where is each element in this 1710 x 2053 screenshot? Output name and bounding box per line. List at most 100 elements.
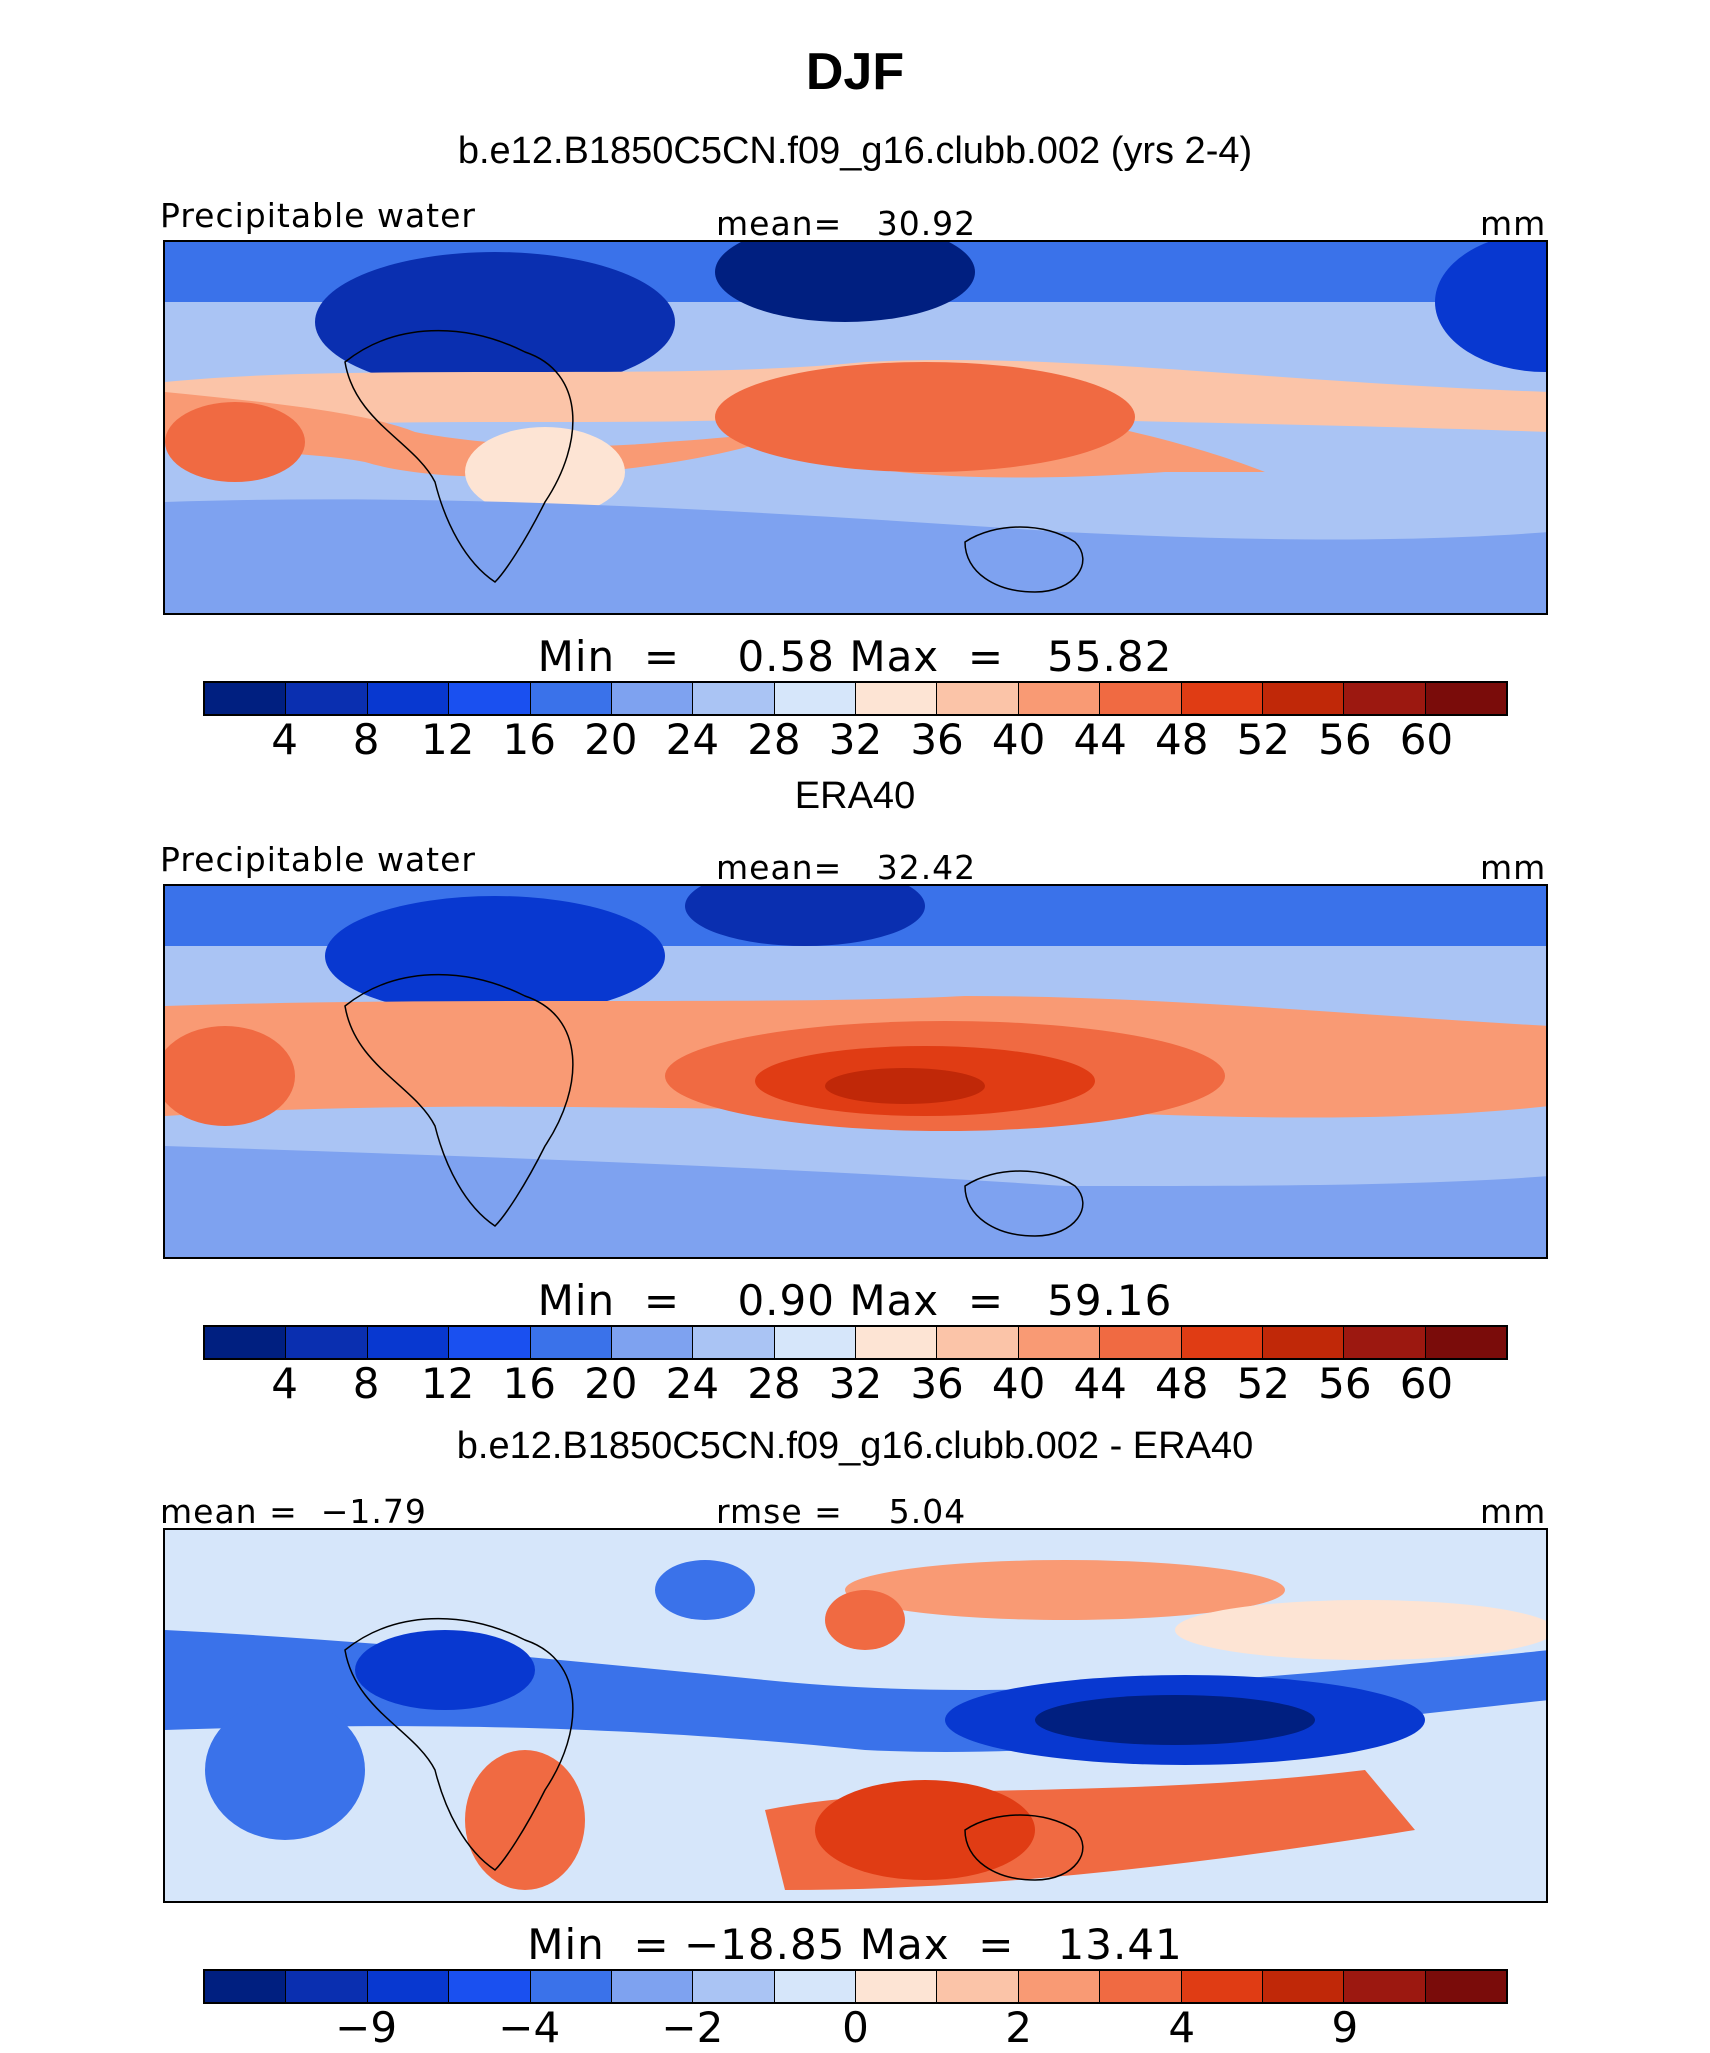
colorbar-tick-label: 20 — [584, 715, 638, 764]
colorbar-box — [1344, 1971, 1426, 2002]
colorbar-box — [774, 683, 856, 714]
colorbar-box — [693, 1971, 775, 2002]
colorbar-tick-label: 12 — [420, 1359, 475, 1408]
colorbar-box — [530, 683, 612, 714]
colorbar-box — [611, 1971, 694, 2002]
colorbar-tick-label: 12 — [420, 715, 475, 764]
colorbar-box — [286, 683, 368, 714]
colorbar-box — [1181, 1971, 1263, 2002]
colorbar-tick-label: −4 — [498, 2003, 561, 2052]
colorbar-tick-label: 8 — [352, 1359, 380, 1408]
colorbar-box — [286, 1327, 368, 1358]
colorbar-box — [1425, 1971, 1506, 2002]
panel-2-mean-label: mean= 32.42 — [716, 848, 977, 887]
colorbar-tick-label: 16 — [502, 715, 556, 764]
colorbar-box — [367, 1327, 450, 1358]
colorbar-box — [856, 683, 938, 714]
colorbar-tick-label: 44 — [1073, 715, 1127, 764]
colorbar-tick-label: 24 — [665, 715, 720, 764]
panel-3-rmse-label: rmse = 5.04 — [716, 1492, 967, 1531]
panel-1-mean-label: mean= 30.92 — [716, 204, 977, 243]
colorbar-box — [611, 1327, 694, 1358]
panel-3-map — [163, 1528, 1548, 1903]
panel-1-colorbar — [203, 681, 1508, 716]
colorbar-box — [1018, 1327, 1101, 1358]
colorbar-box — [286, 1971, 368, 2002]
panel-3-colorbar — [203, 1969, 1508, 2004]
colorbar-tick-label: 8 — [352, 715, 380, 764]
colorbar-tick-label: 52 — [1236, 1359, 1291, 1408]
figure-title: DJF — [805, 43, 905, 101]
panel-3-units-label: mm — [1480, 1492, 1547, 1531]
colorbar-tick-label: 36 — [910, 1359, 964, 1408]
colorbar-box — [205, 1971, 287, 2002]
colorbar-tick-label: 20 — [584, 1359, 638, 1408]
colorbar-box — [1425, 683, 1506, 714]
colorbar-box — [530, 1971, 612, 2002]
colorbar-box — [693, 1327, 775, 1358]
colorbar-tick-label: 32 — [828, 715, 883, 764]
colorbar-box — [205, 1327, 287, 1358]
panel-2-colorbar-ticks: 4 8 12 16 20 24 28 32 36 40 44 48 52 56 60 — [0, 1359, 1710, 1409]
colorbar-box — [1344, 1327, 1426, 1358]
panel-2-colorbar — [203, 1325, 1508, 1360]
colorbar-box — [367, 683, 450, 714]
panel-1-variable-label: Precipitable water — [160, 196, 476, 235]
panel-3-minmax: Min = −18.85 Max = 13.41 — [527, 1920, 1183, 1969]
panel-2-variable-label: Precipitable water — [160, 840, 476, 879]
colorbar-box — [856, 1327, 938, 1358]
colorbar-box — [449, 683, 531, 714]
colorbar-box — [937, 1327, 1019, 1358]
colorbar-box — [1181, 1327, 1263, 1358]
colorbar-tick-label: 52 — [1236, 715, 1291, 764]
colorbar-box — [449, 1327, 531, 1358]
colorbar-box — [1018, 1971, 1101, 2002]
colorbar-tick-label: 4 — [271, 1359, 298, 1408]
colorbar-tick-label: 48 — [1155, 1359, 1209, 1408]
colorbar-box — [1262, 1971, 1345, 2002]
colorbar-box — [1181, 683, 1263, 714]
colorbar-tick-label: 36 — [910, 715, 964, 764]
colorbar-box — [1344, 683, 1426, 714]
colorbar-tick-label: 56 — [1318, 715, 1372, 764]
panel-3-title: b.e12.B1850C5CN.f09_g16.clubb.002 - ERA4… — [456, 1425, 1254, 1467]
colorbar-tick-label: 24 — [665, 1359, 720, 1408]
colorbar-tick-label: 48 — [1155, 715, 1209, 764]
colorbar-tick-label: 40 — [991, 1359, 1046, 1408]
colorbar-tick-label: 4 — [271, 715, 298, 764]
colorbar-box — [205, 683, 287, 714]
panel-1-title: b.e12.B1850C5CN.f09_g16.clubb.002 (yrs 2… — [457, 130, 1253, 172]
colorbar-box — [611, 683, 694, 714]
colorbar-box — [449, 1971, 531, 2002]
colorbar-box — [530, 1327, 612, 1358]
colorbar-box — [1018, 683, 1101, 714]
colorbar-tick-label: 2 — [1005, 2003, 1032, 2052]
colorbar-tick-label: 60 — [1399, 1359, 1454, 1408]
panel-1-units-label: mm — [1480, 204, 1547, 243]
colorbar-box — [1425, 1327, 1506, 1358]
colorbar-box — [1100, 1327, 1182, 1358]
colorbar-box — [1100, 683, 1182, 714]
colorbar-box — [1100, 1971, 1182, 2002]
colorbar-box — [1262, 1327, 1345, 1358]
colorbar-tick-label: 40 — [991, 715, 1046, 764]
colorbar-tick-label: 16 — [502, 1359, 556, 1408]
panel-3-mean-label: mean = −1.79 — [160, 1492, 427, 1531]
colorbar-tick-label: 9 — [1331, 2003, 1359, 2052]
panel-3-colorbar-ticks: −9 −4 −2 0 2 4 9 — [0, 2003, 1710, 2053]
colorbar-tick-label: −9 — [335, 2003, 398, 2052]
colorbar-box — [693, 683, 775, 714]
panel-1-colorbar-ticks: 4 8 12 16 20 24 28 32 36 40 44 48 52 56 60 — [0, 715, 1710, 765]
colorbar-tick-label: 60 — [1399, 715, 1454, 764]
colorbar-tick-label: 4 — [1168, 2003, 1196, 2052]
colorbar-box — [937, 1971, 1019, 2002]
panel-2-minmax: Min = 0.90 Max = 59.16 — [537, 1276, 1173, 1325]
colorbar-tick-label: 28 — [747, 1359, 801, 1408]
colorbar-tick-label: 0 — [842, 2003, 869, 2052]
panel-2-map — [163, 884, 1548, 1259]
panel-2-title: ERA40 — [794, 775, 916, 817]
colorbar-box — [856, 1971, 938, 2002]
panel-1-map — [163, 240, 1548, 615]
colorbar-box — [937, 683, 1019, 714]
panel-1-minmax: Min = 0.58 Max = 55.82 — [537, 632, 1173, 681]
